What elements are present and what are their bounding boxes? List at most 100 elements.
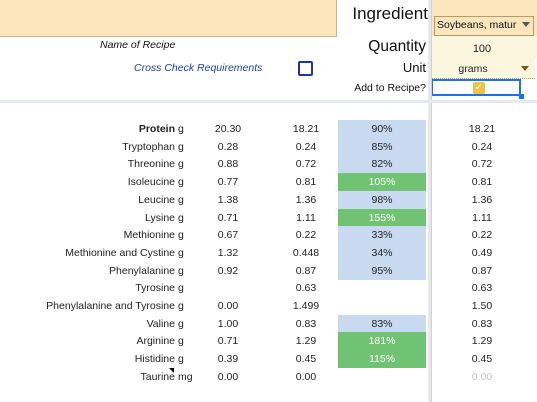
nutrient-percent[interactable]: 115% (338, 350, 426, 369)
nutrient-requirement[interactable]: 0.448 (292, 246, 320, 259)
nutrient-requirement[interactable]: 0.87 (295, 264, 317, 277)
chevron-down-icon[interactable] (522, 22, 530, 27)
nutrient-amount[interactable]: 0.00 (217, 370, 239, 383)
nutrient-requirement[interactable]: 0.24 (295, 140, 317, 153)
cross-check-checkbox[interactable] (298, 61, 313, 76)
nutrient-percent[interactable]: 95% (338, 261, 426, 280)
nutrient-amount[interactable]: 0.71 (217, 335, 239, 348)
nutrient-percent[interactable]: 90% (338, 120, 426, 138)
nutrient-ingredient-value[interactable]: 0.00 (471, 370, 493, 383)
nutrient-amount[interactable]: 20.30 (214, 123, 242, 135)
nutrient-requirement[interactable]: 18.21 (292, 123, 320, 135)
nutrient-amount[interactable]: 0.88 (217, 158, 239, 171)
nutrient-percent[interactable]: 85% (338, 137, 426, 156)
ingredient-dropdown-value[interactable]: Soybeans, matur (437, 19, 517, 31)
nutrient-name[interactable]: Threonine (127, 158, 175, 171)
nutrient-name[interactable]: Taurine (140, 370, 175, 383)
nutrient-ingredient-value[interactable]: 0.49 (471, 246, 493, 259)
chevron-down-icon[interactable] (521, 66, 529, 71)
nutrient-requirement[interactable]: 1.36 (295, 193, 317, 206)
nutrient-unit[interactable]: g (178, 176, 184, 189)
nutrient-unit[interactable]: g (178, 193, 184, 206)
nutrient-name[interactable]: Lysine (145, 211, 175, 224)
nutrient-unit[interactable]: g (178, 317, 184, 330)
nutrient-requirement[interactable]: 0.63 (295, 282, 317, 295)
nutrient-ingredient-value[interactable]: 1.50 (471, 300, 493, 312)
nutrient-ingredient-value[interactable]: 0.87 (471, 264, 493, 277)
nutrient-unit[interactable]: g (178, 123, 184, 135)
nutrient-name[interactable]: Isoleucine (127, 176, 175, 189)
nutrient-percent[interactable]: 105% (338, 173, 426, 192)
nutrient-ingredient-value[interactable]: 0.72 (471, 158, 493, 171)
nutrient-unit[interactable]: g (178, 140, 184, 153)
nutrient-ingredient-value[interactable]: 0.63 (471, 282, 493, 295)
nutrient-percent[interactable] (338, 368, 426, 386)
nutrient-unit[interactable]: mg (178, 370, 193, 383)
nutrient-unit[interactable]: g (178, 246, 184, 259)
nutrient-unit[interactable]: g (178, 211, 184, 224)
nutrient-unit[interactable]: g (178, 282, 184, 295)
nutrient-unit[interactable]: g (178, 158, 184, 171)
nutrient-percent[interactable] (338, 279, 426, 297)
nutrient-percent[interactable]: 155% (338, 208, 426, 227)
nutrient-ingredient-value[interactable]: 18.21 (468, 123, 496, 135)
nutrient-amount[interactable]: 0.71 (217, 211, 239, 224)
nutrient-name[interactable]: Phenylalanine (109, 264, 175, 277)
nutrient-requirement[interactable]: 0.45 (295, 353, 317, 366)
nutrient-amount[interactable]: 0.00 (217, 300, 239, 312)
nutrient-ingredient-value[interactable]: 0.83 (471, 317, 493, 330)
nutrient-ingredient-value[interactable]: 1.36 (471, 193, 493, 206)
comment-indicator-icon[interactable] (169, 368, 174, 373)
nutrient-unit[interactable]: g (178, 335, 184, 348)
nutrient-unit[interactable]: g (178, 300, 184, 312)
quantity-value[interactable]: 100 (472, 43, 492, 55)
ingredient-dropdown[interactable] (434, 16, 534, 36)
nutrient-name[interactable]: Methionine (123, 229, 175, 242)
nutrient-amount[interactable]: 1.32 (217, 246, 239, 259)
nutrient-name[interactable]: Tryptophan (122, 140, 175, 153)
nutrient-name[interactable]: Arginine (136, 335, 175, 348)
nutrient-amount[interactable]: 0.39 (217, 353, 239, 366)
nutrient-requirement[interactable]: 0.00 (295, 370, 317, 383)
unit-dropdown[interactable] (432, 58, 535, 79)
nutrient-name[interactable]: Phenylalanine and Tyrosine (46, 300, 175, 312)
nutrient-amount[interactable]: 1.00 (217, 317, 239, 330)
nutrient-percent[interactable]: 82% (338, 155, 426, 174)
nutrient-percent[interactable] (338, 297, 426, 315)
nutrient-name[interactable]: Methionine and Cystine (65, 246, 175, 259)
nutrient-amount[interactable]: 0.92 (217, 264, 239, 277)
nutrient-requirement[interactable]: 0.22 (295, 229, 317, 242)
nutrient-amount[interactable]: 0.67 (217, 229, 239, 242)
nutrient-percent[interactable]: 83% (338, 314, 426, 333)
nutrient-unit[interactable]: g (178, 353, 184, 366)
nutrient-requirement[interactable]: 1.11 (296, 211, 316, 224)
nutrient-ingredient-value[interactable]: 1.11 (472, 211, 492, 224)
nutrient-percent[interactable]: 98% (338, 190, 426, 209)
nutrient-percent[interactable]: 34% (338, 243, 426, 262)
quantity-cell[interactable] (432, 36, 537, 58)
unit-dropdown-value[interactable]: grams (458, 63, 488, 75)
nutrient-amount[interactable]: 0.77 (217, 176, 239, 189)
add-to-recipe-checkbox[interactable]: ✓ (473, 82, 485, 94)
nutrient-requirement[interactable]: 1.499 (292, 300, 320, 312)
nutrient-name[interactable]: Protein (138, 123, 175, 135)
nutrient-percent[interactable]: 181% (338, 332, 426, 351)
nutrient-ingredient-value[interactable]: 0.24 (471, 140, 493, 153)
nutrient-ingredient-value[interactable]: 0.45 (471, 353, 493, 366)
nutrient-name[interactable]: Leucine (138, 193, 175, 206)
selection-fill-handle[interactable] (519, 94, 524, 99)
nutrient-name[interactable]: Tyrosine (135, 282, 175, 295)
nutrient-name[interactable]: Valine (146, 317, 175, 330)
nutrient-requirement[interactable]: 1.29 (295, 335, 317, 348)
nutrient-unit[interactable]: g (178, 229, 184, 242)
nutrient-requirement[interactable]: 0.72 (295, 158, 317, 171)
nutrient-ingredient-value[interactable]: 0.81 (471, 176, 493, 189)
nutrient-ingredient-value[interactable]: 1.29 (471, 335, 493, 348)
nutrient-amount[interactable]: 1.38 (217, 193, 239, 206)
nutrient-percent[interactable]: 33% (338, 226, 426, 245)
nutrient-unit[interactable]: g (178, 264, 184, 277)
nutrient-ingredient-value[interactable]: 0.22 (471, 229, 493, 242)
nutrient-amount[interactable]: 0.28 (217, 140, 239, 153)
recipe-title-band[interactable] (0, 0, 337, 37)
nutrient-requirement[interactable]: 0.81 (295, 176, 317, 189)
